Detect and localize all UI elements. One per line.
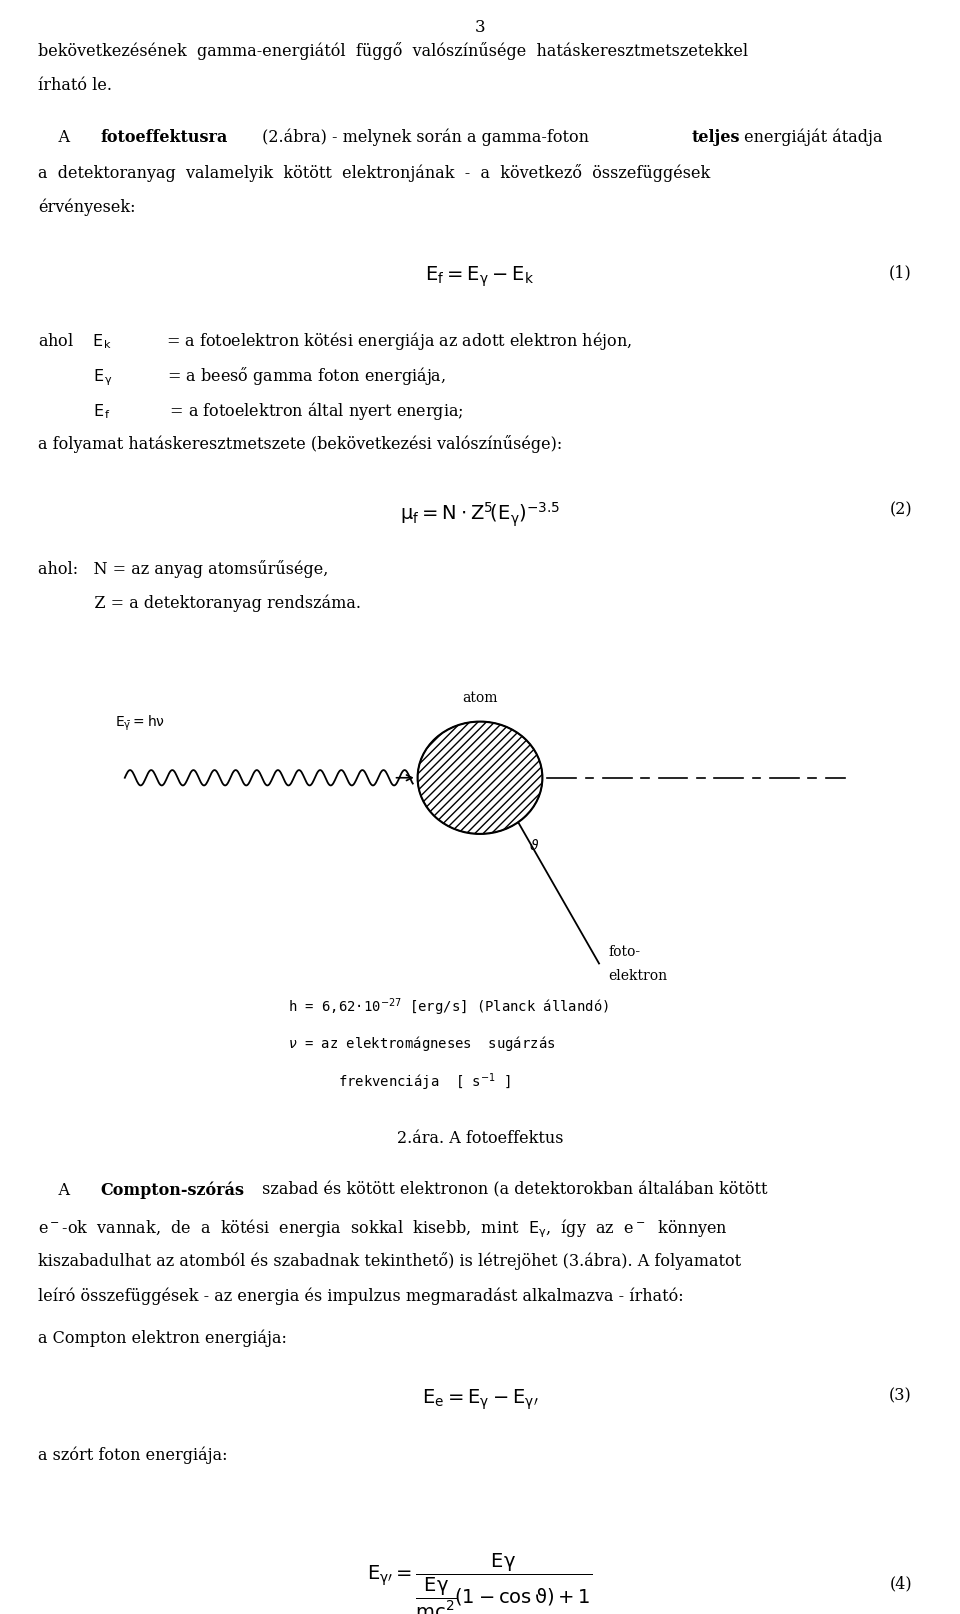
Ellipse shape xyxy=(418,721,542,834)
Text: bekövetkezésének  gamma-energiától  függő  valószínűsége  hatáskeresztmetszetekk: bekövetkezésének gamma-energiától függő … xyxy=(38,42,749,60)
Text: (3): (3) xyxy=(889,1386,912,1404)
Text: a Compton elektron energiája:: a Compton elektron energiája: xyxy=(38,1328,287,1346)
Text: leíró összefüggések - az energia és impulzus megmaradást alkalmazva - írható:: leíró összefüggések - az energia és impu… xyxy=(38,1286,684,1304)
Text: ahol:   N = az anyag atomsűrűsége,: ahol: N = az anyag atomsűrűsége, xyxy=(38,558,328,578)
Text: $\mathrm{E_{\bar{\gamma}} = h\nu}$: $\mathrm{E_{\bar{\gamma}} = h\nu}$ xyxy=(115,713,165,733)
Text: $\mathrm{E_f}$            = a fotoelektron által nyert energia;: $\mathrm{E_f}$ = a fotoelektron által ny… xyxy=(38,400,464,421)
Text: teljes: teljes xyxy=(691,129,740,145)
Text: 2.ára. A fotoeffektus: 2.ára. A fotoeffektus xyxy=(396,1130,564,1146)
Text: a folyamat hatáskeresztmetszete (bekövetkezési valószínűsége):: a folyamat hatáskeresztmetszete (bekövet… xyxy=(38,436,563,454)
Text: $\mathrm{E_{\gamma}}$           = a beeső gamma foton energiája,: $\mathrm{E_{\gamma}}$ = a beeső gamma fo… xyxy=(38,365,446,387)
Text: (2.ábra) - melynek során a gamma-foton: (2.ábra) - melynek során a gamma-foton xyxy=(257,129,594,145)
Text: érvényesek:: érvényesek: xyxy=(38,199,136,216)
Text: $\mathrm{E_f = E_{\gamma} - E_k}$: $\mathrm{E_f = E_{\gamma} - E_k}$ xyxy=(425,265,535,289)
Text: (2): (2) xyxy=(889,500,912,518)
Text: elektron: elektron xyxy=(609,968,668,983)
Text: A: A xyxy=(38,1181,76,1198)
Text: atom: atom xyxy=(463,691,497,705)
Text: kiszabadulhat az atomból és szabadnak tekinthető) is létrejöhet (3.ábra). A foly: kiszabadulhat az atomból és szabadnak te… xyxy=(38,1251,741,1269)
Text: foto-: foto- xyxy=(609,944,640,959)
Text: fotoeffektusra: fotoeffektusra xyxy=(101,129,228,145)
Text: Z = a detektoranyag rendszáma.: Z = a detektoranyag rendszáma. xyxy=(38,594,361,612)
Text: Compton-szórás: Compton-szórás xyxy=(101,1181,245,1199)
Text: írható le.: írható le. xyxy=(38,77,112,94)
Text: energiáját átadja: energiáját átadja xyxy=(739,129,882,145)
Text: $\mathrm{E_{\gamma\prime} = \dfrac{E\gamma}{\dfrac{E\gamma}{mc^2}\!\left(1 - \co: $\mathrm{E_{\gamma\prime} = \dfrac{E\gam… xyxy=(368,1551,592,1614)
Text: (1): (1) xyxy=(889,265,912,281)
Text: h = 6,62·10$^{-27}$ [erg/s] (Planck állandó): h = 6,62·10$^{-27}$ [erg/s] (Planck álla… xyxy=(288,996,609,1018)
Text: 3: 3 xyxy=(474,19,486,37)
Text: e$^-$-ok  vannak,  de  a  kötési  energia  sokkal  kisebb,  mint  $\mathrm{E_{\g: e$^-$-ok vannak, de a kötési energia sok… xyxy=(38,1217,729,1238)
Text: A: A xyxy=(38,129,76,145)
Text: szabad és kötött elektronon (a detektorokban általában kötött: szabad és kötött elektronon (a detektoro… xyxy=(257,1181,768,1198)
Text: $\vartheta$: $\vartheta$ xyxy=(529,838,540,852)
Text: $\mathrm{E_e = E_{\gamma} - E_{\gamma\prime}}$: $\mathrm{E_e = E_{\gamma} - E_{\gamma\pr… xyxy=(421,1386,539,1412)
Text: (4): (4) xyxy=(889,1574,912,1591)
Text: frekvenciája  [ s$^{-1}$ ]: frekvenciája [ s$^{-1}$ ] xyxy=(288,1072,511,1093)
Text: $\mathrm{\mu_f = N \cdot Z^5 \!\left(E_{\gamma}\right)^{-3.5}}$: $\mathrm{\mu_f = N \cdot Z^5 \!\left(E_{… xyxy=(399,500,561,529)
Text: a szórt foton energiája:: a szórt foton energiája: xyxy=(38,1446,228,1462)
Text: a  detektoranyag  valamelyik  kötött  elektronjának  -  a  következő  összefüggé: a detektoranyag valamelyik kötött elektr… xyxy=(38,163,710,182)
Text: ahol    $\mathrm{E_k}$           = a fotoelektron kötési energiája az adott elek: ahol $\mathrm{E_k}$ = a fotoelektron köt… xyxy=(38,329,633,352)
Text: $\nu$ = az elektromágneses  sugárzás: $\nu$ = az elektromágneses sugárzás xyxy=(288,1033,556,1052)
